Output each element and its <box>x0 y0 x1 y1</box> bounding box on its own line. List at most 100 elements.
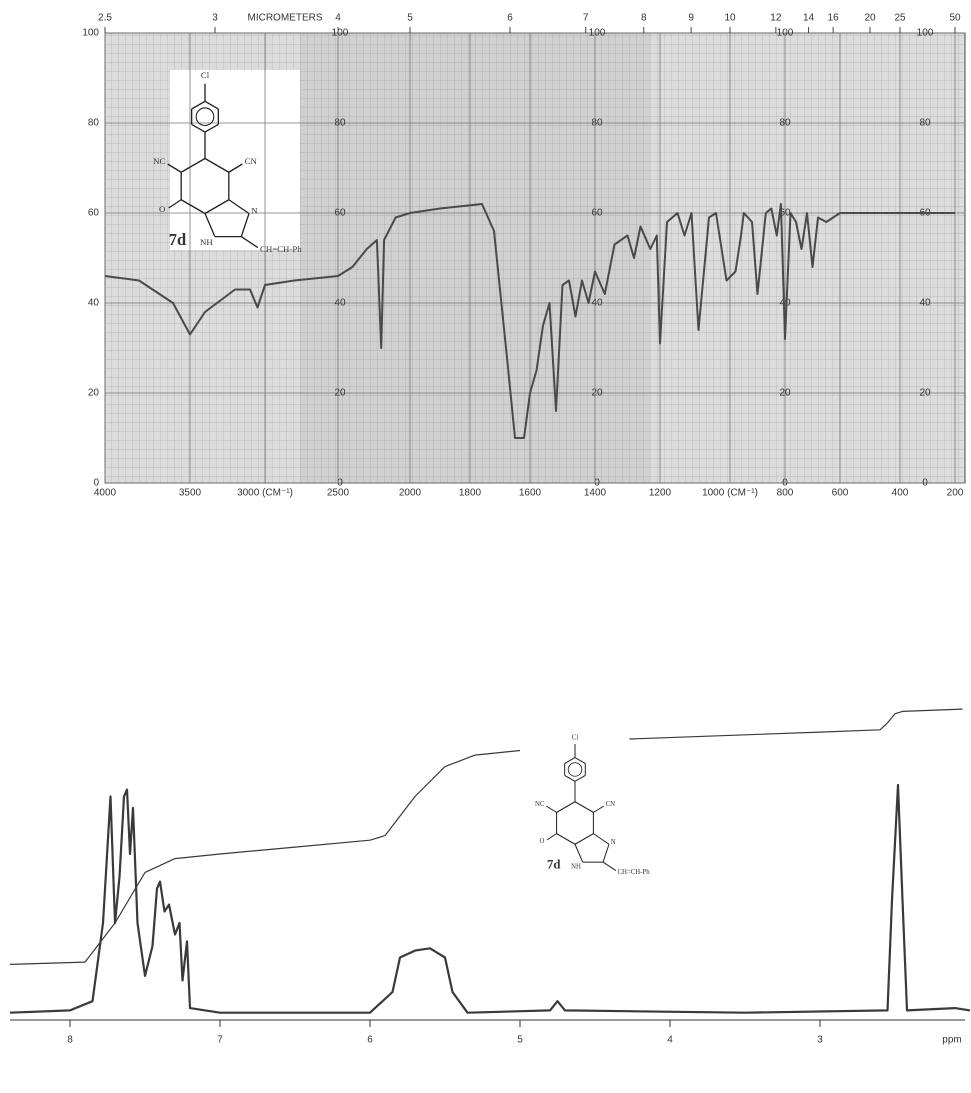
atom-label: NC <box>535 801 545 808</box>
atom-label: O <box>539 838 544 845</box>
x-tick-label: 400 <box>892 488 909 499</box>
bond <box>228 199 250 215</box>
bond <box>204 157 230 173</box>
atom-label: NH <box>200 237 213 247</box>
x2-tick-label: 20 <box>864 13 876 24</box>
compound-label: 7d <box>169 230 186 249</box>
bond <box>546 833 557 841</box>
x2-tick-label: 6 <box>507 13 513 24</box>
y-tick-label: 60 <box>88 208 100 219</box>
y-tick-label-inner: 40 <box>591 298 603 309</box>
x-tick-label: 7 <box>217 1035 223 1046</box>
y-tick-label-inner: 20 <box>919 388 931 399</box>
bond <box>204 199 230 215</box>
bond <box>574 774 586 782</box>
nmr-integral <box>9 749 521 965</box>
x-tick-label: 1000 (CM⁻¹) <box>702 488 758 499</box>
bond <box>593 805 605 813</box>
y-tick-label-inner: 20 <box>591 388 603 399</box>
x2-tick-label: 16 <box>828 13 840 24</box>
x-tick-label: 200 <box>947 488 964 499</box>
bond <box>167 163 182 173</box>
atom-label: CN <box>606 801 616 808</box>
bond <box>564 757 576 764</box>
x-tick-label: 1200 <box>649 488 672 499</box>
bond <box>545 805 557 813</box>
bond <box>574 844 584 863</box>
x-tick-label: 4 <box>667 1035 673 1046</box>
bond <box>204 213 216 237</box>
x2-tick-label: 12 <box>770 13 782 24</box>
x-tick-label: 3000 (CM⁻¹) <box>237 488 293 499</box>
atom-label: NH <box>571 864 581 871</box>
bond <box>574 833 594 845</box>
compound-label: 7d <box>547 857 560 871</box>
atom-label: CN <box>245 156 258 166</box>
bond <box>204 123 219 133</box>
y-tick-label-inner: 0 <box>922 478 928 489</box>
x-tick-label: 5 <box>517 1035 523 1046</box>
bond <box>574 801 594 813</box>
spectrum-line <box>104 203 955 439</box>
x-tick-label: 1600 <box>519 488 542 499</box>
x-tick-label: 2000 <box>399 488 422 499</box>
y-tick-label-inner: 80 <box>591 118 603 129</box>
bond <box>556 801 576 813</box>
bond <box>168 199 182 209</box>
x2-tick-label: 7 <box>583 13 589 24</box>
y-tick-label-inner: 100 <box>917 28 934 39</box>
ir-top-axis-title: MICROMETERS <box>248 13 323 24</box>
y-tick-label-inner: 40 <box>334 298 346 309</box>
x-tick-label: 2500 <box>327 488 350 499</box>
x2-tick-label: 8 <box>641 13 647 24</box>
y-tick-label-inner: 100 <box>332 28 349 39</box>
atom-label: CH=CH-Ph <box>260 244 302 254</box>
y-tick-label: 20 <box>88 388 100 399</box>
nmr-spectrum <box>9 783 971 1014</box>
atom-label: NC <box>153 156 165 166</box>
x2-tick-label: 14 <box>803 13 815 24</box>
atom-label: N <box>251 205 258 215</box>
x-tick-label: 3500 <box>179 488 202 499</box>
bond <box>180 157 206 173</box>
atom-label: CH=CH-Ph <box>618 869 651 876</box>
y-tick-label: 80 <box>88 118 100 129</box>
nmr-integral <box>629 708 963 740</box>
bond <box>180 199 206 215</box>
bond <box>240 236 259 249</box>
bond <box>593 833 610 845</box>
atom-label: Cl <box>572 735 579 742</box>
structure: Cl NC CN O N NH CH=CH-Ph 7d <box>535 735 650 876</box>
structure: Cl NC CN O N NH CH=CH-Ph 7d <box>153 70 302 254</box>
x-tick-label: 4000 <box>94 488 117 499</box>
bond <box>191 123 206 133</box>
x2-tick-label: 4 <box>335 13 341 24</box>
atom-label: N <box>611 839 616 846</box>
y-tick-label: 100 <box>82 28 99 39</box>
y-tick-label: 40 <box>88 298 100 309</box>
bond <box>240 213 250 237</box>
x2-tick-label: 5 <box>407 13 413 24</box>
nmr-axis-unit: ppm <box>942 1035 961 1046</box>
bond <box>556 833 576 845</box>
y-tick-label-inner: 0 <box>594 478 600 489</box>
x-tick-label: 800 <box>777 488 794 499</box>
x-tick-label: 3 <box>817 1035 823 1046</box>
y-tick-label-inner: 0 <box>337 478 343 489</box>
x2-tick-label: 10 <box>724 13 736 24</box>
bond <box>204 100 219 110</box>
y-tick-label-inner: 80 <box>334 118 346 129</box>
x2-tick-label: 25 <box>894 13 906 24</box>
y-tick-label-inner: 0 <box>782 478 788 489</box>
ir-structure-box <box>170 70 300 250</box>
y-tick-label-inner: 100 <box>589 28 606 39</box>
y-tick-label-inner: 20 <box>334 388 346 399</box>
x2-tick-label: 9 <box>688 13 694 24</box>
bond <box>602 861 617 872</box>
y-tick-label-inner: 60 <box>334 208 346 219</box>
y-tick-label-inner: 60 <box>591 208 603 219</box>
x2-tick-label: 3 <box>212 13 218 24</box>
bond <box>564 774 576 782</box>
